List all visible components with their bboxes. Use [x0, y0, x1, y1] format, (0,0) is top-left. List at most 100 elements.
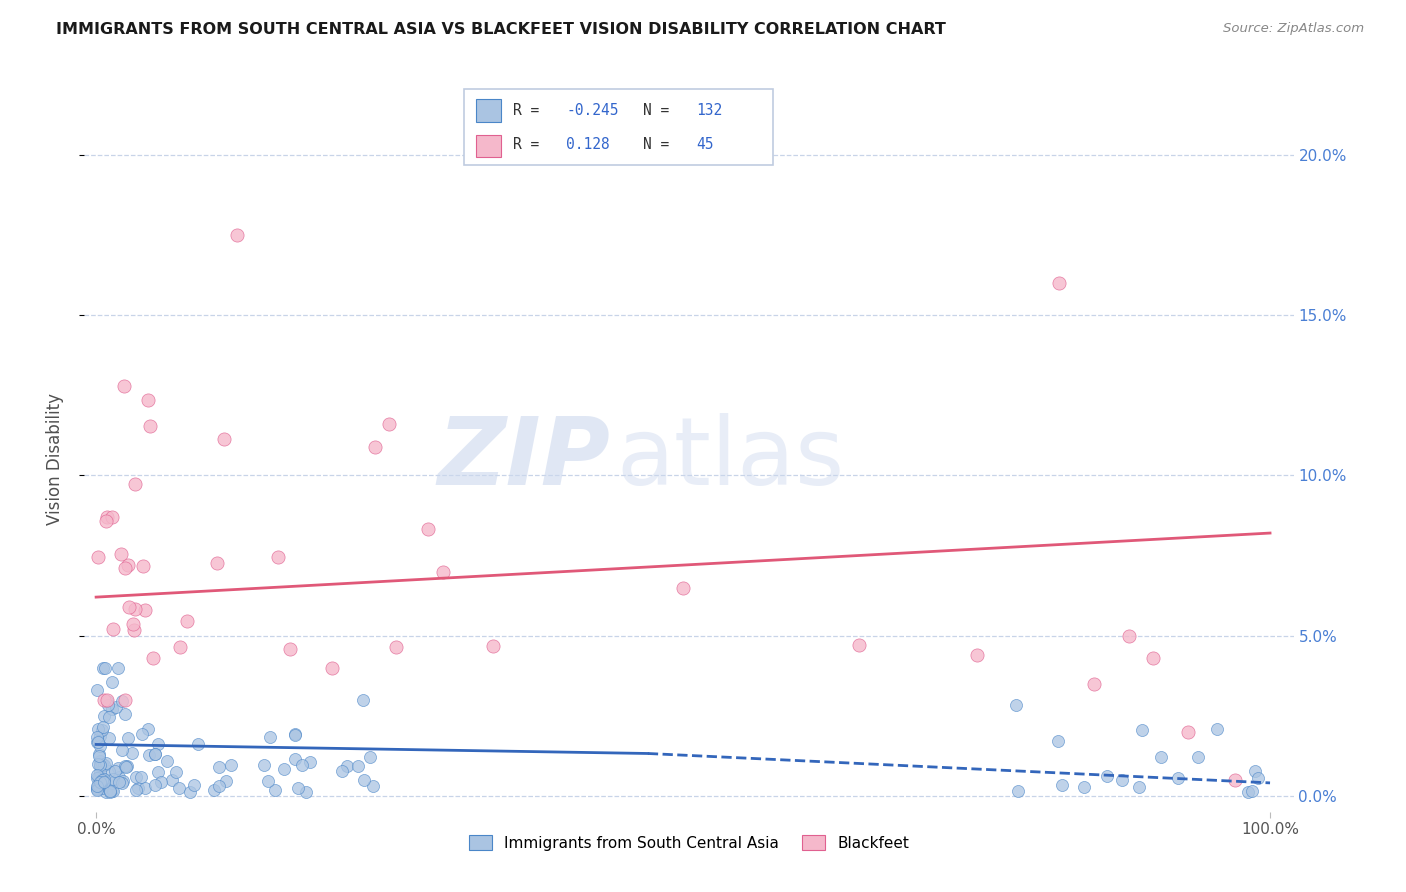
Point: [93, 775, 115, 789]
Point: [112, 774, 135, 789]
Point: [131, 727, 153, 741]
Text: atlas: atlas: [616, 413, 845, 506]
Point: [129, 771, 152, 785]
Point: [114, 692, 136, 706]
Point: [966, 648, 988, 662]
Point: [179, 785, 201, 799]
Point: [89, 779, 111, 793]
Point: [124, 602, 146, 616]
Point: [1177, 724, 1199, 739]
Point: [183, 778, 205, 792]
Point: [215, 774, 238, 789]
Text: 132: 132: [696, 103, 723, 118]
Point: [1046, 734, 1069, 748]
Point: [91, 781, 114, 796]
Point: [139, 418, 162, 433]
Point: [86, 683, 108, 698]
Point: [176, 614, 198, 628]
Point: [1150, 750, 1173, 764]
Text: ZIP: ZIP: [437, 413, 610, 506]
Point: [214, 432, 236, 446]
Point: [169, 780, 191, 795]
Point: [87, 757, 110, 772]
Point: [91, 720, 114, 734]
Point: [93, 709, 115, 723]
Point: [96, 756, 118, 770]
Point: [86, 780, 108, 794]
Point: [90, 775, 112, 789]
Point: [111, 742, 134, 756]
Point: [107, 761, 129, 775]
Point: [98, 784, 121, 798]
Point: [187, 737, 209, 751]
Point: [91, 757, 114, 772]
Point: [101, 772, 124, 787]
Point: [361, 779, 384, 793]
Point: [101, 701, 124, 715]
FancyBboxPatch shape: [477, 99, 501, 122]
FancyBboxPatch shape: [464, 89, 773, 165]
Point: [86, 782, 108, 797]
Point: [114, 706, 136, 721]
Point: [156, 754, 179, 768]
Point: [125, 770, 148, 784]
Point: [121, 747, 143, 761]
Point: [96, 692, 118, 706]
Point: [134, 780, 156, 795]
Point: [101, 783, 124, 797]
Point: [91, 771, 114, 785]
Point: [146, 764, 169, 779]
Point: [208, 760, 231, 774]
Point: [284, 727, 307, 741]
Point: [96, 509, 118, 524]
Point: [672, 581, 695, 595]
Point: [378, 417, 401, 431]
Point: [87, 771, 110, 785]
Point: [321, 660, 343, 674]
Point: [146, 738, 169, 752]
Point: [145, 778, 167, 792]
Point: [347, 758, 370, 772]
Point: [267, 549, 290, 564]
Point: [115, 759, 138, 773]
Point: [353, 772, 375, 787]
Point: [273, 762, 295, 776]
Point: [1142, 651, 1164, 665]
Point: [89, 729, 111, 743]
Point: [89, 775, 111, 789]
Point: [252, 757, 274, 772]
Point: [124, 477, 146, 491]
Point: [101, 622, 124, 636]
Point: [90, 774, 112, 789]
Point: [89, 765, 111, 780]
Point: [91, 660, 114, 674]
Point: [259, 730, 281, 744]
FancyBboxPatch shape: [477, 135, 501, 158]
Point: [101, 775, 124, 789]
Point: [416, 522, 439, 536]
Point: [93, 772, 115, 786]
Point: [1167, 772, 1189, 786]
Point: [98, 785, 121, 799]
Text: N =: N =: [644, 136, 669, 152]
Point: [142, 650, 165, 665]
Point: [118, 599, 141, 614]
Point: [110, 547, 132, 561]
Point: [432, 565, 454, 579]
Point: [1004, 698, 1026, 713]
Point: [1050, 778, 1073, 792]
Point: [86, 771, 108, 785]
Point: [134, 603, 156, 617]
Point: [1206, 722, 1229, 736]
Point: [108, 770, 131, 784]
Point: [332, 764, 354, 778]
Point: [481, 639, 503, 653]
Point: [117, 558, 139, 572]
Text: 45: 45: [696, 136, 713, 152]
Text: Source: ZipAtlas.com: Source: ZipAtlas.com: [1223, 22, 1364, 36]
Point: [295, 785, 318, 799]
Point: [93, 692, 115, 706]
Point: [87, 735, 110, 749]
Point: [263, 783, 285, 797]
Point: [284, 729, 307, 743]
